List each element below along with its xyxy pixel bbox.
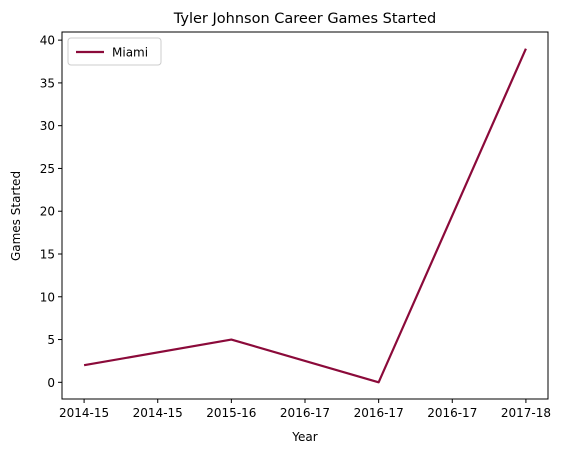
x-axis-label: Year — [291, 430, 317, 444]
x-tick-label: 2016-17 — [354, 406, 404, 420]
x-tick-label: 2017-18 — [501, 406, 551, 420]
y-tick-label: 0 — [47, 376, 55, 390]
y-tick-label: 35 — [40, 76, 55, 90]
y-tick-label: 15 — [40, 247, 55, 261]
legend-label: Miami — [112, 46, 148, 60]
y-tick-label: 25 — [40, 162, 55, 176]
x-tick-label: 2015-16 — [206, 406, 256, 420]
chart-title: Tyler Johnson Career Games Started — [173, 11, 436, 27]
y-tick-label: 20 — [40, 205, 55, 219]
y-tick-label: 5 — [47, 333, 55, 347]
x-tick-label: 2014-15 — [59, 406, 109, 420]
plot-area: 0 5 10 15 20 25 30 35 40 2014-15 2014-15 2015-16 201… — [40, 31, 551, 420]
series-line-miami — [83, 48, 527, 384]
y-axis-label: Games Started — [9, 171, 23, 261]
legend-box — [67, 37, 162, 66]
plot-frame — [61, 31, 549, 400]
x-tick-label: 2016-17 — [427, 406, 477, 420]
x-tick-label: 2016-17 — [280, 406, 330, 420]
y-tick-label: 30 — [40, 119, 55, 133]
y-tick-label: 40 — [40, 34, 55, 48]
legend: Miami — [67, 37, 162, 66]
y-tick-label: 10 — [40, 290, 55, 304]
x-tick-label: 2014-15 — [133, 406, 183, 420]
